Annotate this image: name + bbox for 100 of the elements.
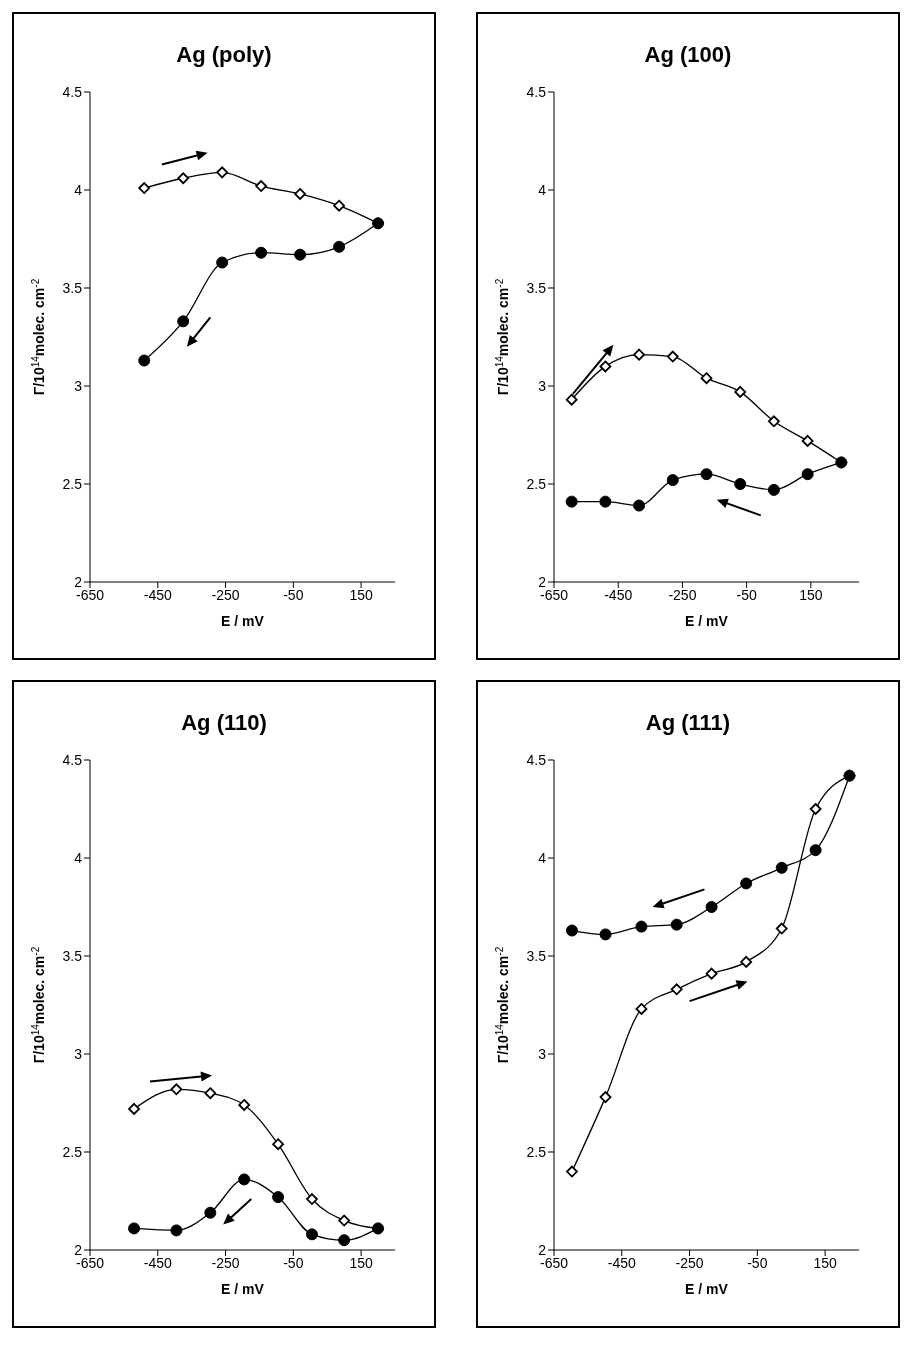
y-tick-label: 4 (74, 181, 83, 198)
point (306, 1193, 318, 1205)
point (565, 924, 578, 937)
point (255, 246, 268, 259)
y-tick-label: 3.5 (62, 947, 83, 964)
point (635, 920, 648, 933)
y-tick-label: 4.5 (526, 83, 547, 100)
x-tick-label: -50 (283, 586, 304, 603)
y-tick-label: 4.5 (62, 751, 83, 768)
x-tick-label: -450 (604, 586, 633, 603)
point (633, 499, 646, 512)
x-tick-label: 150 (349, 1254, 373, 1271)
y-tick-label: 4.5 (62, 83, 83, 100)
point (238, 1173, 251, 1186)
x-tick-label: -450 (143, 586, 172, 603)
point (177, 172, 190, 185)
point (272, 1191, 285, 1204)
point (666, 350, 679, 363)
x-axis-title: E / mV (685, 613, 729, 629)
x-tick-label: 150 (813, 1254, 837, 1271)
point (767, 483, 780, 496)
y-tick-label: 3.5 (526, 947, 547, 964)
y-tick-label: 3 (74, 377, 83, 394)
point (768, 415, 780, 428)
point (128, 1222, 141, 1235)
point (670, 918, 683, 931)
point (177, 315, 190, 328)
x-tick-label: -450 (143, 1254, 172, 1271)
point (294, 188, 307, 200)
point (138, 182, 151, 194)
chart-title: Ag (100) (643, 42, 733, 69)
point (338, 1234, 351, 1247)
point (204, 1087, 217, 1100)
point (238, 1099, 251, 1111)
y-tick-label: 3 (538, 377, 547, 394)
point (272, 1138, 284, 1151)
y-tick-label: 2.5 (526, 1143, 547, 1160)
x-tick-label: -250 (668, 586, 697, 603)
x-tick-label: -250 (211, 586, 240, 603)
point (666, 474, 679, 487)
x-axis-title: E / mV (221, 613, 265, 629)
x-tick-label: -250 (211, 1254, 240, 1271)
point (633, 348, 645, 361)
y-tick-label: 2.5 (62, 1143, 83, 1160)
point (565, 393, 578, 406)
chart-title: Ag (111) (644, 710, 732, 737)
point (216, 166, 229, 179)
x-axis-title: E / mV (685, 1281, 729, 1297)
x-tick-label: -50 (747, 1254, 768, 1271)
point (599, 360, 612, 373)
x-tick-label: 150 (799, 586, 823, 603)
x-tick-label: -450 (607, 1254, 636, 1271)
x-tick-label: 150 (349, 586, 373, 603)
point (734, 478, 747, 490)
y-tick-label: 4 (74, 849, 83, 866)
point (705, 967, 718, 980)
y-tick-label: 4 (538, 849, 547, 866)
point (801, 434, 814, 447)
y-tick-label: 3 (538, 1045, 547, 1062)
point (809, 803, 822, 815)
chart-title: Ag (110) (180, 710, 268, 737)
point (809, 844, 822, 857)
point (128, 1102, 140, 1115)
x-tick-label: -50 (736, 586, 757, 603)
x-tick-label: -50 (283, 1254, 304, 1271)
point (775, 861, 788, 874)
y-tick-label: 4.5 (526, 751, 547, 768)
point (170, 1224, 183, 1237)
point (705, 901, 718, 913)
point (216, 256, 229, 269)
point (333, 240, 346, 253)
point (670, 983, 683, 996)
point (204, 1206, 217, 1219)
point (566, 1165, 578, 1178)
point (635, 1003, 648, 1015)
point (338, 1214, 351, 1227)
y-tick-label: 4 (538, 181, 547, 198)
x-tick-label: -250 (675, 1254, 704, 1271)
point (565, 495, 578, 508)
point (599, 928, 612, 941)
y-tick-label: 2.5 (62, 475, 83, 492)
point (700, 372, 713, 385)
y-tick-label: 2.5 (526, 475, 547, 492)
point (138, 354, 151, 367)
chart-title: Ag (poly) (175, 42, 273, 69)
point (294, 248, 307, 261)
point (255, 180, 268, 192)
point (700, 468, 713, 481)
point (801, 468, 814, 481)
y-tick-label: 3.5 (526, 279, 547, 296)
point (599, 1091, 612, 1104)
point (170, 1083, 183, 1096)
y-tick-label: 3.5 (62, 279, 83, 296)
y-tick-label: 3 (74, 1045, 83, 1062)
point (599, 495, 612, 508)
x-axis-title: E / mV (221, 1281, 265, 1297)
point (775, 922, 788, 935)
point (740, 955, 753, 968)
point (734, 385, 747, 398)
point (333, 199, 345, 212)
